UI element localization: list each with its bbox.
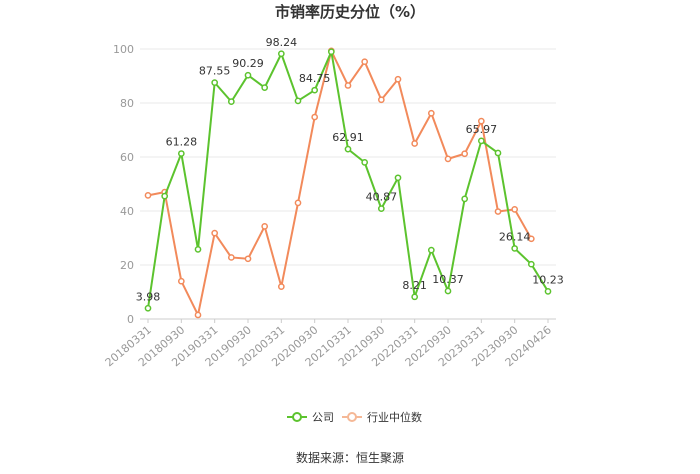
series-point	[244, 71, 252, 79]
series-point	[311, 113, 319, 121]
series-point	[394, 174, 402, 182]
series-point	[261, 223, 269, 230]
grid-lines	[140, 48, 556, 320]
legend[interactable]: 公司 行业中位数	[287, 410, 422, 424]
series-point	[477, 117, 485, 125]
data-label: 98.24	[266, 36, 298, 49]
series-point	[227, 98, 235, 106]
series-point	[344, 82, 352, 89]
data-label: 10.23	[532, 273, 564, 286]
series-point	[361, 159, 369, 166]
series-point	[411, 140, 419, 147]
y-tick-label: 20	[120, 259, 134, 272]
series-line	[147, 49, 533, 316]
series-point	[277, 50, 285, 58]
series-point	[427, 246, 435, 254]
data-label: 84.75	[299, 72, 331, 85]
series-point	[211, 229, 219, 237]
series-point	[444, 155, 452, 163]
series-point	[227, 254, 235, 261]
series-point	[527, 235, 535, 243]
series-point	[544, 288, 552, 295]
series-point	[511, 245, 519, 252]
data-label: 65.97	[466, 123, 498, 136]
y-tick-label: 40	[120, 205, 134, 218]
x-axis-ticks: 2018033120180930201903312019093020200331…	[103, 319, 554, 369]
series-group	[144, 47, 552, 319]
series-point	[511, 206, 519, 213]
series-point	[327, 48, 335, 56]
series-point	[177, 277, 185, 285]
series-point	[294, 97, 302, 105]
y-tick-label: 80	[120, 97, 134, 110]
series-point	[211, 79, 219, 86]
series-point	[361, 58, 369, 66]
series-point	[144, 191, 152, 199]
series-point	[144, 304, 152, 312]
legend-item-company[interactable]: 公司	[287, 411, 334, 424]
series-point	[244, 255, 252, 263]
source-note: 数据来源：恒生聚源	[296, 450, 404, 465]
series-1	[144, 47, 535, 319]
series-point	[444, 287, 452, 295]
series-point	[377, 96, 385, 104]
data-label: 26.14	[499, 230, 531, 243]
series-point	[494, 149, 502, 157]
series-point	[461, 150, 469, 158]
series-0	[144, 48, 552, 312]
series-point	[194, 311, 202, 319]
series-point	[461, 195, 469, 203]
series-point	[311, 86, 319, 94]
legend-item-industry-median[interactable]: 行业中位数	[342, 410, 422, 424]
legend-label-industry-median: 行业中位数	[367, 410, 422, 424]
series-point	[194, 245, 202, 253]
data-label: 10.37	[432, 273, 464, 286]
data-label: 87.55	[199, 65, 231, 78]
series-point	[177, 150, 185, 157]
y-tick-label: 100	[113, 43, 134, 56]
series-point	[161, 192, 169, 200]
series-point	[377, 205, 385, 213]
data-label: 40.87	[366, 191, 398, 204]
data-label: 8.21	[402, 279, 427, 292]
series-point	[477, 137, 485, 145]
series-point	[411, 293, 419, 301]
data-label: 90.29	[232, 57, 264, 70]
series-point	[294, 199, 302, 207]
data-label: 61.28	[166, 136, 198, 149]
series-point	[261, 84, 269, 91]
y-tick-label: 60	[120, 151, 134, 164]
series-point	[427, 109, 435, 117]
chart-title: 市销率历史分位（%）	[275, 3, 425, 21]
series-point	[527, 260, 535, 268]
data-label: 62.91	[332, 131, 364, 144]
y-axis-ticks: 0 20 40 60 80 100	[113, 43, 134, 326]
data-label: 3.98	[136, 290, 161, 303]
series-point	[394, 75, 402, 83]
legend-label-company: 公司	[312, 411, 334, 424]
series-point	[277, 283, 285, 290]
y-tick-label: 0	[127, 313, 134, 326]
series-point	[344, 145, 352, 153]
series-point	[494, 208, 502, 215]
